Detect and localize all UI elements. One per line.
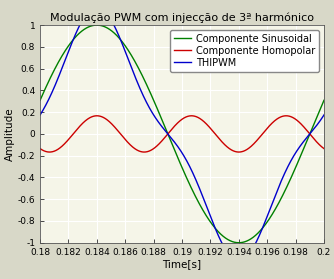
Componente Homopolar <box>223 143 227 146</box>
Componente Sinusoidal <box>147 87 151 91</box>
Y-axis label: Amplitude: Amplitude <box>5 107 15 161</box>
Componente Homopolar <box>250 144 254 147</box>
Componente Sinusoidal <box>90 24 94 28</box>
Componente Sinusoidal <box>272 210 276 214</box>
THIPWM <box>95 5 99 9</box>
Componente Homopolar <box>322 147 326 150</box>
Componente Sinusoidal <box>250 236 254 240</box>
Componente Homopolar <box>90 115 94 119</box>
THIPWM <box>322 113 326 117</box>
Componente Sinusoidal <box>208 220 212 223</box>
Legend: Componente Sinusoidal, Componente Homopolar, THIPWM: Componente Sinusoidal, Componente Homopo… <box>170 30 319 72</box>
THIPWM <box>272 198 276 201</box>
Title: Modulação PWM com injecção de 3ª harmónico: Modulação PWM com injecção de 3ª harmóni… <box>50 13 314 23</box>
Line: Componente Homopolar: Componente Homopolar <box>40 116 324 152</box>
Line: THIPWM: THIPWM <box>40 7 324 261</box>
Componente Sinusoidal <box>322 98 326 102</box>
THIPWM <box>90 7 94 10</box>
Componente Sinusoidal <box>38 98 42 102</box>
Componente Homopolar <box>142 150 146 154</box>
Componente Sinusoidal <box>237 241 241 244</box>
Componente Sinusoidal <box>223 236 227 239</box>
THIPWM <box>208 215 212 218</box>
Componente Homopolar <box>208 127 212 130</box>
THIPWM <box>147 105 151 108</box>
THIPWM <box>250 248 254 251</box>
THIPWM <box>38 113 42 117</box>
Componente Homopolar <box>38 147 42 150</box>
THIPWM <box>223 247 227 250</box>
Componente Sinusoidal <box>95 23 99 27</box>
Componente Homopolar <box>147 150 151 153</box>
Componente Homopolar <box>272 120 276 123</box>
Componente Homopolar <box>189 114 193 117</box>
Line: Componente Sinusoidal: Componente Sinusoidal <box>40 25 324 243</box>
THIPWM <box>237 259 241 263</box>
X-axis label: Time[s]: Time[s] <box>162 259 202 269</box>
